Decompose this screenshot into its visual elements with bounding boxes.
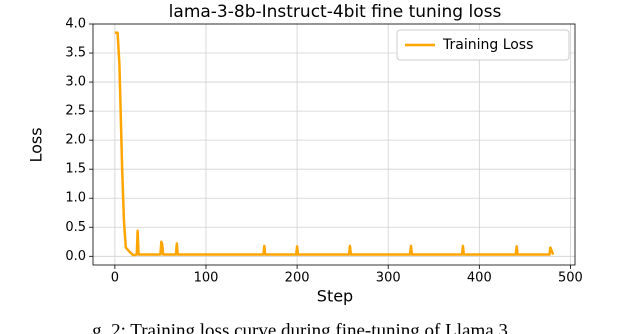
x-tick-label: 300: [376, 271, 401, 286]
y-tick-label: 2.5: [65, 104, 86, 119]
y-tick-label: 3.5: [65, 46, 86, 61]
y-tick-label: 1.5: [65, 162, 86, 177]
x-tick-label: 100: [194, 271, 219, 286]
legend-box: [396, 29, 570, 61]
y-tick-label: 0.0: [65, 249, 86, 264]
y-tick-label: 4.0: [65, 17, 86, 32]
caption: g. 2: Training loss curve during fine-tu…: [92, 320, 508, 334]
chart-title: lama-3-8b-Instruct-4bit fine tuning loss: [169, 2, 502, 22]
x-axis-label: Step: [317, 287, 353, 306]
x-tick-label: 500: [558, 271, 583, 286]
x-tick-label: 200: [285, 271, 310, 286]
loss-line: [114, 31, 555, 257]
x-tick-label: 0: [111, 271, 119, 286]
y-tick-label: 1.0: [65, 191, 86, 206]
y-tick-label: 3.0: [65, 75, 86, 90]
plot-frame: [92, 23, 576, 266]
y-axis-label: Loss: [27, 127, 46, 162]
legend-label: Training Loss: [442, 37, 533, 53]
y-tick-label: 2.0: [65, 133, 86, 148]
y-tick-label: 0.5: [65, 220, 86, 235]
x-tick-label: 400: [467, 271, 492, 286]
